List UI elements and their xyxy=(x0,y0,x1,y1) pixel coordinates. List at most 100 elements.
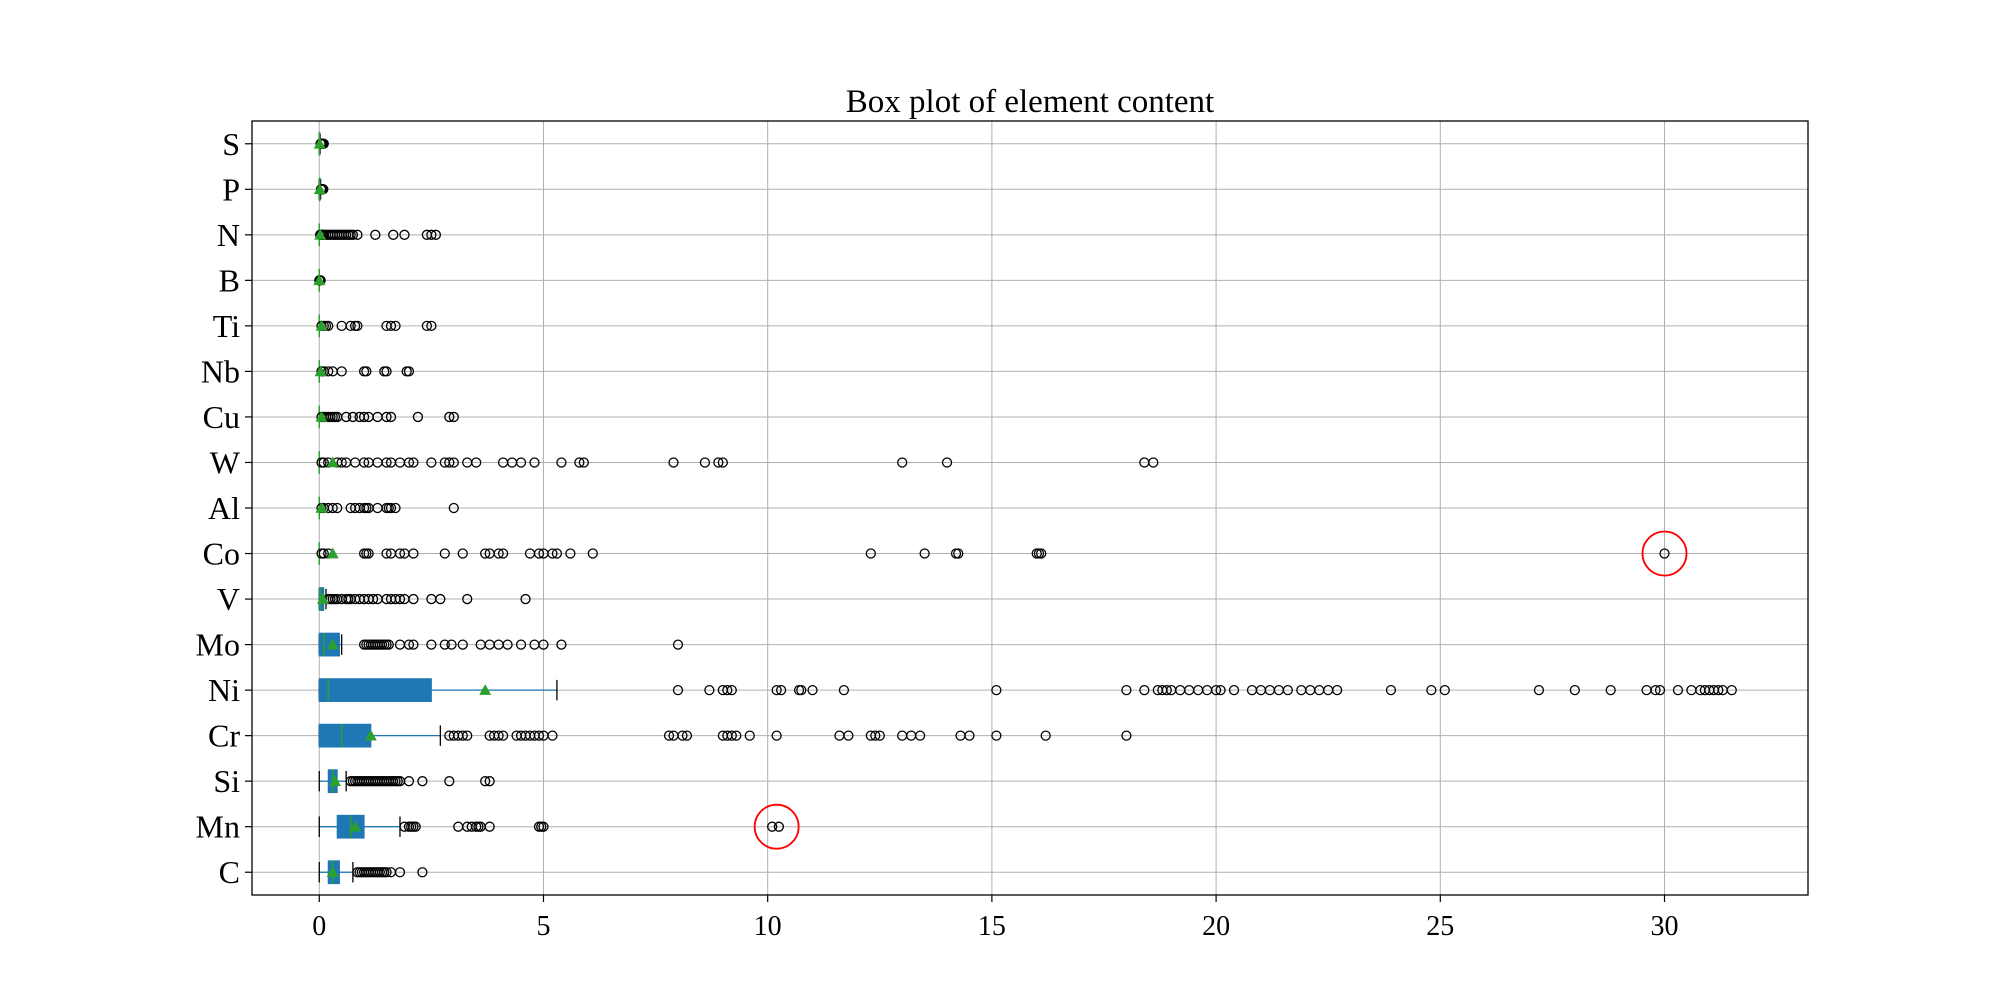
flier-point xyxy=(446,639,457,650)
flier-point xyxy=(361,366,372,377)
flier-points xyxy=(313,137,1737,878)
flier-point xyxy=(874,730,885,741)
flier-point xyxy=(426,457,437,468)
flier-point xyxy=(403,639,415,650)
flier-point xyxy=(394,867,406,878)
mean-marker xyxy=(313,183,326,195)
flier-point xyxy=(448,411,459,423)
box-C xyxy=(318,860,354,885)
mean-marker xyxy=(364,729,377,741)
flier-point xyxy=(699,457,711,468)
flier-point xyxy=(773,821,785,832)
flier-point xyxy=(767,821,778,832)
flier-point xyxy=(444,776,455,787)
flier-point xyxy=(412,411,424,423)
highlight-circles xyxy=(753,530,1688,850)
flier-point xyxy=(358,411,370,423)
flier-point xyxy=(408,593,419,605)
flier-point xyxy=(897,457,908,468)
flier-point xyxy=(327,502,338,514)
flier-point xyxy=(587,548,598,559)
y-tick-label: Co xyxy=(203,536,240,572)
flier-point xyxy=(672,684,684,696)
flier-point xyxy=(1148,457,1159,468)
flier-point xyxy=(551,548,563,559)
y-tick-label: W xyxy=(210,444,241,480)
flier-point xyxy=(731,730,742,741)
flier-point xyxy=(870,730,881,741)
flier-point xyxy=(408,639,419,650)
flier-point xyxy=(493,548,504,559)
flier-point xyxy=(1726,684,1737,696)
flier-point xyxy=(713,457,724,468)
flier-point xyxy=(385,502,397,514)
box-iqr xyxy=(318,678,432,702)
flier-point xyxy=(565,548,576,559)
flier-point xyxy=(717,457,728,468)
flier-point xyxy=(336,366,347,377)
flier-point xyxy=(385,411,397,423)
y-tick-label: Si xyxy=(213,763,240,799)
mean-marker xyxy=(314,365,327,377)
flier-point xyxy=(578,457,589,468)
flier-point xyxy=(417,776,428,787)
flier-point xyxy=(381,457,392,468)
flier-point xyxy=(574,457,585,468)
flier-point xyxy=(502,639,513,650)
x-tick-label: 10 xyxy=(754,911,782,942)
flier-point xyxy=(865,548,876,559)
flier-point xyxy=(430,229,442,240)
y-tick-label: C xyxy=(219,854,240,890)
flier-point xyxy=(497,548,509,559)
box-iqr xyxy=(318,632,340,657)
mean-marker xyxy=(315,410,328,422)
flier-point xyxy=(533,548,545,559)
x-tick-label: 0 xyxy=(312,911,326,942)
flier-point xyxy=(484,821,495,832)
flier-point xyxy=(1121,730,1132,741)
flier-point xyxy=(497,730,509,741)
y-tick-label: B xyxy=(219,262,240,298)
flier-point xyxy=(533,730,545,741)
flier-point xyxy=(744,730,755,741)
flier-point xyxy=(394,593,406,605)
flier-point xyxy=(547,730,558,741)
x-tick-label: 25 xyxy=(1426,911,1454,942)
flier-point xyxy=(408,457,419,468)
flier-point xyxy=(381,411,392,423)
y-tick-label: Mn xyxy=(196,809,240,845)
flier-point xyxy=(383,639,394,650)
flier-point xyxy=(347,229,359,240)
flier-point xyxy=(1385,684,1397,696)
y-tick-label: Mo xyxy=(196,627,240,663)
mean-marker xyxy=(349,820,362,832)
mean-marker xyxy=(316,593,329,604)
flier-point xyxy=(462,593,473,605)
flier-point xyxy=(457,548,468,559)
flier-point xyxy=(1569,684,1580,696)
flier-point xyxy=(964,730,975,741)
flier-point xyxy=(1332,684,1343,696)
flier-point xyxy=(444,411,455,423)
flier-point xyxy=(457,730,468,741)
y-tick-label: S xyxy=(222,126,240,162)
flier-point xyxy=(681,730,693,741)
mean-marker xyxy=(326,866,339,878)
flier-point xyxy=(480,776,491,787)
box-Cr xyxy=(318,723,441,748)
flier-point xyxy=(439,548,450,559)
y-tick-label: Cu xyxy=(203,399,240,435)
flier-point xyxy=(1139,684,1150,696)
flier-point xyxy=(480,548,491,559)
flier-point xyxy=(394,548,406,559)
flier-point xyxy=(410,821,421,832)
flier-point xyxy=(457,639,468,650)
flier-point xyxy=(352,320,363,332)
flier-point xyxy=(484,776,495,787)
flier-point xyxy=(385,320,397,332)
flier-point xyxy=(408,548,419,559)
flier-point xyxy=(704,684,715,696)
flier-point xyxy=(367,593,379,605)
box-Ni xyxy=(318,678,558,702)
